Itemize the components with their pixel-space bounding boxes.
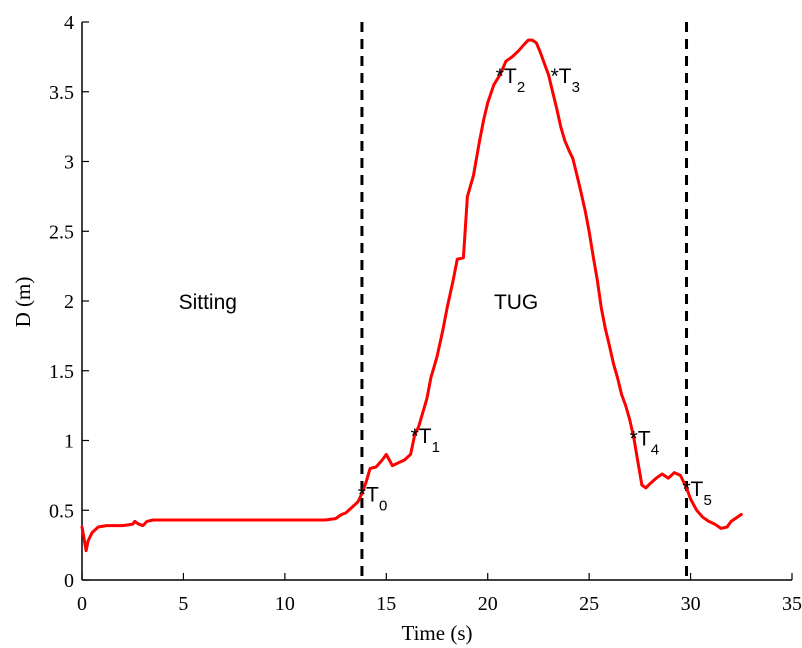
event-marker-label: T [419, 425, 432, 448]
event-marker-star: * [411, 425, 419, 448]
event-marker: * T 4 [630, 428, 659, 459]
event-marker: * T 2 [496, 65, 525, 96]
y-tick-label: 3 [64, 152, 74, 174]
event-marker: * T 0 [358, 484, 387, 515]
event-marker-label: T [691, 478, 704, 501]
event-marker: * T 3 [551, 65, 580, 96]
region-label: TUG [494, 291, 538, 314]
event-marker-label: T [504, 65, 517, 88]
event-marker: * T 1 [411, 425, 440, 456]
event-marker-subscript: 1 [432, 439, 440, 456]
event-marker-label: T [559, 65, 572, 88]
event-marker-star: * [358, 484, 366, 507]
y-tick-label: 0.5 [49, 500, 74, 522]
y-tick-label: 4 [64, 12, 74, 34]
x-tick-label: 25 [579, 593, 599, 615]
x-tick-label: 30 [681, 593, 701, 615]
y-tick-label: 2 [64, 291, 74, 313]
y-axis-title: D (m) [11, 277, 35, 328]
region-label: Sitting [179, 291, 237, 314]
distance-series-line [80, 38, 743, 553]
event-marker-subscript: 3 [572, 79, 580, 96]
y-tick-label: 2.5 [49, 221, 74, 243]
event-marker-star: * [551, 65, 559, 88]
x-tick-label: 15 [376, 593, 396, 615]
event-marker-subscript: 5 [704, 492, 712, 509]
event-marker-star: * [496, 65, 504, 88]
x-axis-title: Time (s) [402, 621, 473, 645]
x-tick-label: 35 [782, 593, 802, 615]
y-tick-label: 1.5 [49, 361, 74, 383]
x-tick-label: 0 [77, 593, 87, 615]
y-tick-label: 1 [64, 431, 74, 453]
event-marker: * T 5 [682, 478, 711, 509]
x-tick-label: 20 [478, 593, 498, 615]
event-marker-subscript: 2 [517, 79, 525, 96]
event-marker-label: T [366, 484, 379, 507]
event-marker-star: * [682, 478, 690, 501]
event-marker-subscript: 4 [651, 442, 659, 459]
event-marker-subscript: 0 [379, 498, 387, 515]
event-marker-star: * [630, 428, 638, 451]
event-marker-label: T [638, 428, 651, 451]
x-tick-label: 5 [178, 593, 188, 615]
y-tick-label: 3.5 [49, 82, 74, 104]
x-tick-label: 10 [275, 593, 295, 615]
y-tick-label: 0 [64, 570, 74, 592]
